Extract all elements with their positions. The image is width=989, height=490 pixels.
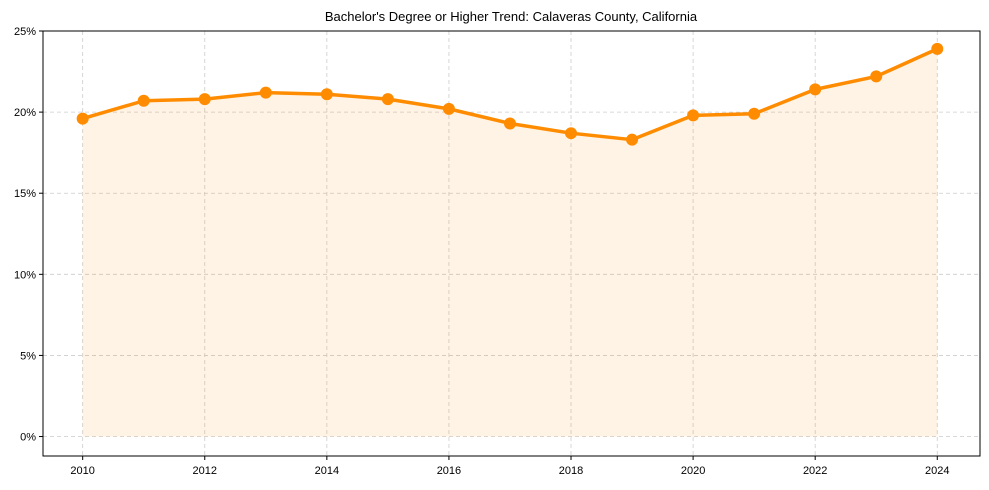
data-point-marker bbox=[565, 127, 578, 140]
data-point-marker bbox=[137, 94, 150, 107]
plot-frame bbox=[42, 30, 981, 457]
x-tick-label: 2020 bbox=[681, 465, 705, 477]
data-point-marker bbox=[809, 83, 822, 96]
y-tick-label: 20% bbox=[14, 107, 36, 119]
area-fill bbox=[82, 48, 938, 437]
data-point-marker bbox=[931, 42, 944, 55]
data-point-marker bbox=[381, 93, 394, 106]
y-axis: 0% 5% 10% 15% 20% 25% bbox=[14, 26, 43, 444]
data-point-marker bbox=[626, 133, 639, 146]
x-axis: 2010 2012 2014 2016 2018 2020 2022 2024 bbox=[70, 456, 950, 477]
x-tick-label: 2014 bbox=[315, 465, 339, 477]
x-tick-label: 2024 bbox=[925, 465, 949, 477]
chart-title: Bachelor's Degree or Higher Trend: Calav… bbox=[325, 9, 698, 24]
data-point-marker bbox=[870, 70, 883, 83]
x-tick-label: 2016 bbox=[437, 465, 461, 477]
data-point-marker bbox=[442, 102, 455, 115]
data-point-marker bbox=[687, 109, 700, 122]
data-markers bbox=[76, 42, 944, 146]
data-point-marker bbox=[320, 88, 333, 101]
data-point-marker bbox=[503, 117, 516, 130]
y-tick-label: 5% bbox=[20, 350, 36, 362]
x-tick-label: 2010 bbox=[70, 465, 94, 477]
data-point-marker bbox=[259, 86, 272, 99]
data-point-marker bbox=[198, 93, 211, 106]
y-tick-label: 25% bbox=[14, 26, 36, 38]
series-area bbox=[82, 48, 938, 437]
x-tick-label: 2022 bbox=[803, 465, 827, 477]
y-tick-label: 10% bbox=[14, 269, 36, 281]
data-point-marker bbox=[76, 112, 89, 125]
data-point-marker bbox=[748, 107, 761, 120]
x-tick-label: 2018 bbox=[559, 465, 583, 477]
grid-lines bbox=[43, 30, 980, 456]
x-tick-label: 2012 bbox=[193, 465, 217, 477]
y-tick-label: 15% bbox=[14, 188, 36, 200]
y-tick-label: 0% bbox=[20, 432, 36, 444]
